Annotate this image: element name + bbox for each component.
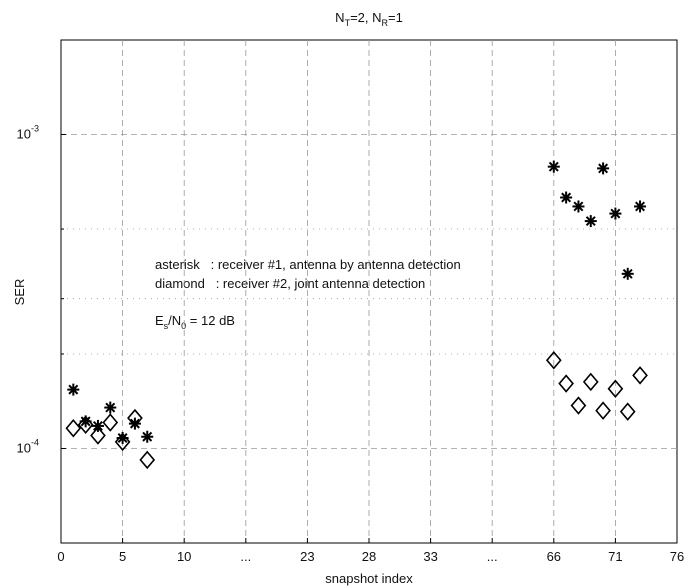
x-tick-label: 23 xyxy=(300,549,314,564)
marker-stroke xyxy=(129,418,140,429)
x-tick-label: ... xyxy=(240,549,251,564)
tick-exponent: -4 xyxy=(31,437,39,447)
diamond-marker xyxy=(77,415,94,435)
diamond-marker xyxy=(570,396,587,415)
text-part: =2, N xyxy=(350,10,381,25)
marker-stroke xyxy=(548,161,559,172)
diamond-marker xyxy=(139,450,156,470)
diamond-marker xyxy=(632,366,648,385)
tick-base: 10 xyxy=(17,440,31,455)
diamond-marker xyxy=(102,413,119,432)
diamond-marker xyxy=(127,408,143,428)
diamond-marker xyxy=(545,351,562,370)
marker-stroke xyxy=(68,384,79,395)
subscript: 0 xyxy=(181,321,186,331)
subscript: R xyxy=(382,18,389,28)
y-tick-label: 10-3 xyxy=(17,124,39,142)
marker-stroke xyxy=(635,201,646,212)
tick-base: 10 xyxy=(17,127,31,142)
x-axis-label: snapshot index xyxy=(325,571,413,586)
subscript: s xyxy=(164,321,169,331)
subscript: T xyxy=(345,18,351,28)
marker-stroke xyxy=(117,433,128,443)
asterisk-marker xyxy=(572,200,585,213)
asterisk-marker xyxy=(547,160,560,173)
x-tick-label: 33 xyxy=(423,549,437,564)
annotation: diamond : receiver #2, joint antenna det… xyxy=(155,276,425,291)
asterisk-marker xyxy=(609,207,622,220)
text-part: /N xyxy=(168,313,181,328)
x-tick-label: 0 xyxy=(57,549,64,564)
text-part: = 12 dB xyxy=(186,313,235,328)
diamond-marker xyxy=(595,401,611,420)
annotation: Es/N0 = 12 dB xyxy=(155,313,235,331)
asterisk-marker xyxy=(634,200,647,213)
asterisk-marker xyxy=(141,430,154,443)
y-tick-label: 10-4 xyxy=(17,437,39,455)
marker-stroke xyxy=(598,163,609,174)
marker-stroke xyxy=(610,208,621,219)
x-tick-label: 5 xyxy=(119,549,126,564)
asterisk-marker xyxy=(91,419,104,432)
x-tick-label: 76 xyxy=(670,549,684,564)
diamond-marker xyxy=(90,426,106,445)
diamond-marker xyxy=(582,372,599,392)
marker-stroke xyxy=(585,216,596,227)
diamond-marker xyxy=(607,379,624,398)
marker-stroke xyxy=(105,402,116,413)
y-axis-label: SER xyxy=(12,279,27,306)
asterisk-marker xyxy=(621,267,634,280)
diamond-marker xyxy=(114,432,131,452)
marker-stroke xyxy=(622,268,633,279)
x-tick-label: 66 xyxy=(547,549,561,564)
annotation: asterisk : receiver #1, antenna by anten… xyxy=(155,257,461,272)
marker-stroke xyxy=(573,201,584,212)
marker-stroke xyxy=(561,192,572,203)
text-part: N xyxy=(335,10,344,25)
diamond-marker xyxy=(619,402,636,421)
marker-stroke xyxy=(142,431,153,442)
asterisk-marker xyxy=(560,191,573,204)
asterisk-marker xyxy=(104,401,117,414)
tick-exponent: -3 xyxy=(31,124,39,134)
asterisk-marker xyxy=(584,215,597,228)
asterisk-marker xyxy=(128,417,141,430)
diamond-marker xyxy=(558,374,574,393)
x-tick-label: 71 xyxy=(608,549,622,564)
marker-stroke xyxy=(92,420,103,431)
x-tick-label: 10 xyxy=(177,549,191,564)
marker-stroke xyxy=(80,416,91,427)
asterisk-marker xyxy=(67,383,80,396)
diamond-marker xyxy=(65,419,82,438)
chart-title: NT=2, NR=1 xyxy=(335,10,403,28)
text-part: =1 xyxy=(388,10,403,25)
x-tick-label: ... xyxy=(487,549,498,564)
text-part: E xyxy=(155,313,164,328)
asterisk-marker xyxy=(597,162,610,175)
x-tick-label: 28 xyxy=(362,549,376,564)
